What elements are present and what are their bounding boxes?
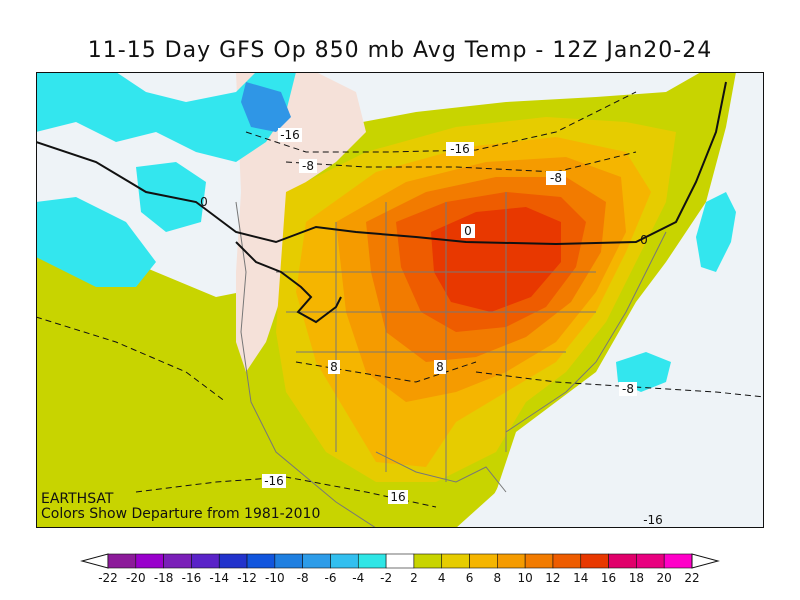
color-scale-legend: -22 -20 -18 -16 -14 -12 -10 -8 -6 -4 -2 2 4 6 8 10 12 14 1… bbox=[80, 553, 720, 585]
scale-tick-label: -16 bbox=[182, 571, 202, 585]
contour-label: -16 bbox=[264, 474, 284, 488]
scale-swatch bbox=[636, 553, 665, 569]
source-label: EARTHSAT bbox=[41, 491, 114, 507]
contour-label: 0 bbox=[200, 195, 208, 209]
subtitle-label: Colors Show Departure from 1981-2010 bbox=[41, 506, 321, 522]
scale-tick-label: 10 bbox=[518, 571, 533, 585]
contour-label: -16 bbox=[450, 142, 470, 156]
scale-tick-label: -6 bbox=[324, 571, 336, 585]
anomaly-region-minus6-yukon bbox=[241, 82, 291, 132]
scale-swatch bbox=[385, 553, 415, 569]
scale-tick-label: -4 bbox=[352, 571, 364, 585]
contour-label: 8 bbox=[436, 360, 444, 374]
scale-swatch bbox=[663, 553, 693, 569]
scale-tick-label: 20 bbox=[657, 571, 672, 585]
scale-tick-label: -14 bbox=[209, 571, 229, 585]
scale-swatch bbox=[552, 553, 582, 569]
scale-tick-label: 4 bbox=[438, 571, 446, 585]
map-frame bbox=[36, 72, 764, 528]
scale-tick-label: -20 bbox=[126, 571, 146, 585]
scale-swatch bbox=[135, 553, 164, 569]
scale-swatch bbox=[330, 553, 359, 569]
scale-tick-label: -18 bbox=[154, 571, 174, 585]
scale-swatch bbox=[107, 553, 137, 569]
scale-tick-label: -12 bbox=[237, 571, 257, 585]
contour-label: -8 bbox=[550, 171, 562, 185]
scale-swatch bbox=[413, 553, 443, 569]
scale-swatch bbox=[191, 553, 220, 569]
scale-labels: -22 -20 -18 -16 -14 -12 -10 -8 -6 -4 -2 2 4 6 8 10 12 14 1… bbox=[98, 571, 699, 585]
scale-tick-label: 6 bbox=[466, 571, 474, 585]
scale-swatch bbox=[274, 553, 303, 569]
scale-arrow-right bbox=[691, 553, 720, 569]
contour-labels: -16 -8 -16 -8 0 0 0 8 8 -8 -16 16 -16 bbox=[200, 128, 663, 527]
temperature-anomaly-map: -16 -8 -16 -8 0 0 0 8 8 -8 -16 16 -16 bbox=[36, 72, 764, 528]
scale-tick-label: 16 bbox=[601, 571, 616, 585]
scale-boxes bbox=[80, 553, 720, 569]
anomaly-region-minus4-atlantic-east bbox=[696, 192, 736, 272]
anomaly-region-minus4-alaska bbox=[36, 72, 296, 162]
scale-swatch bbox=[163, 553, 192, 569]
scale-swatch bbox=[524, 553, 554, 569]
contour-zero-west bbox=[235, 241, 342, 324]
scale-tick-label: 8 bbox=[494, 571, 502, 585]
scale-arrow-left bbox=[80, 553, 109, 569]
contour-label: -16 bbox=[280, 128, 300, 142]
scale-swatch bbox=[469, 553, 498, 569]
scale-swatch bbox=[302, 553, 331, 569]
scale-tick-label: -8 bbox=[297, 571, 309, 585]
scale-swatch bbox=[441, 553, 470, 569]
contour-label: -8 bbox=[622, 382, 634, 396]
scale-swatch bbox=[608, 553, 637, 569]
anomaly-region-neutral-atlantic bbox=[476, 192, 764, 528]
scale-tick-label: 22 bbox=[684, 571, 699, 585]
contour-label: 8 bbox=[330, 360, 338, 374]
scale-swatch bbox=[580, 553, 609, 569]
scale-swatch bbox=[218, 553, 248, 569]
anomaly-region-neutral-west bbox=[236, 72, 366, 372]
scale-tick-label: 2 bbox=[410, 571, 418, 585]
contour-zero bbox=[36, 81, 727, 246]
scale-swatch bbox=[497, 553, 526, 569]
scale-swatch bbox=[357, 553, 387, 569]
credit-block: EARTHSAT Colors Show Departure from 1981… bbox=[41, 492, 320, 522]
scale-tick-label: -10 bbox=[265, 571, 285, 585]
scale-tick-label: -2 bbox=[380, 571, 392, 585]
scale-tick-label: 12 bbox=[545, 571, 560, 585]
contour-label: -16 bbox=[643, 513, 663, 527]
scale-tick-label: 14 bbox=[573, 571, 588, 585]
map-title: 11-15 Day GFS Op 850 mb Avg Temp - 12Z J… bbox=[87, 38, 713, 63]
anomaly-region-minus4-bc bbox=[36, 197, 156, 287]
contour-label: 0 bbox=[640, 233, 648, 247]
contour-label: 16 bbox=[390, 490, 405, 504]
boundary-lines bbox=[235, 192, 667, 528]
contour-label: -8 bbox=[302, 159, 314, 173]
contour-label: 0 bbox=[464, 224, 472, 238]
scale-tick-label: -22 bbox=[98, 571, 118, 585]
scale-swatch bbox=[246, 553, 276, 569]
scale-tick-label: 18 bbox=[629, 571, 644, 585]
